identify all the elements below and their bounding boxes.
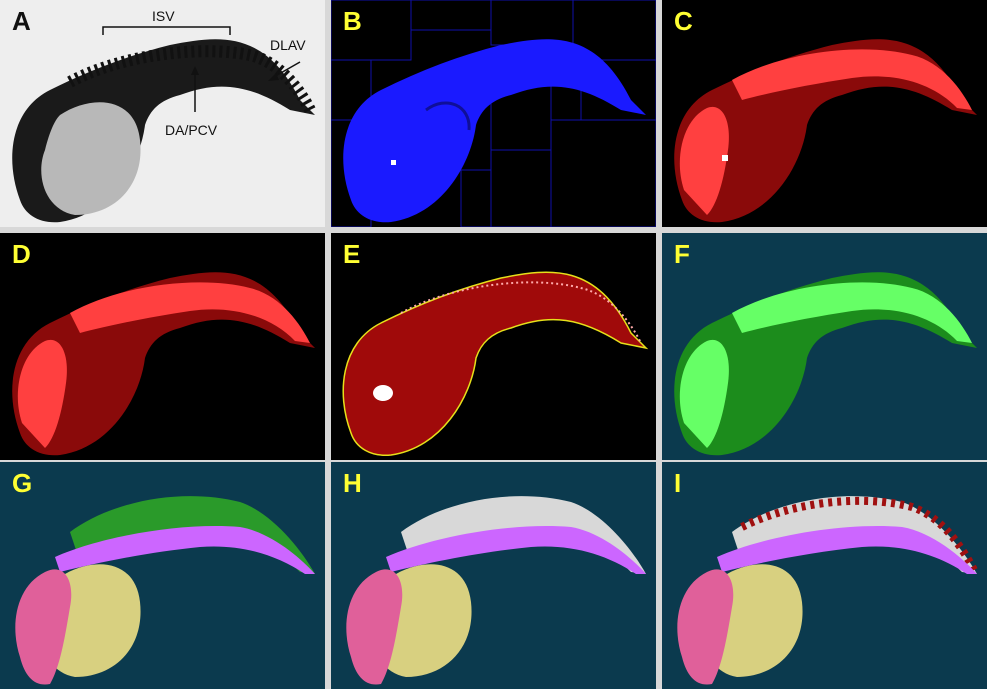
panel-f: F (662, 233, 987, 460)
isv-bracket (102, 26, 231, 35)
panel-e-label: E (343, 239, 361, 269)
isv-annotation: ISV (152, 8, 175, 24)
red-refined-image (12, 272, 315, 456)
panel-d: D (0, 233, 325, 460)
panel-h: H (331, 462, 656, 689)
panel-a-label: A (12, 6, 31, 36)
da-pcv-annotation: DA/PCV (165, 122, 218, 138)
region-labels-image (15, 496, 315, 685)
panel-i-label: I (674, 468, 682, 498)
embryo-fluorescence-image (12, 26, 316, 223)
panel-c-label: C (674, 6, 693, 36)
quadtree-mask-image (331, 0, 656, 227)
panel-e: E (331, 233, 656, 460)
panel-f-label: F (674, 239, 690, 269)
contour-overlay-image (342, 271, 647, 457)
green-segmentation-image (674, 272, 977, 456)
panel-c: C (662, 0, 987, 227)
panel-h-label: H (343, 468, 362, 498)
dlav-annotation: DLAV (270, 37, 306, 53)
panel-d-label: D (12, 239, 31, 269)
panel-i: I (662, 462, 987, 689)
panel-g: G (0, 462, 325, 689)
panel-b: B (331, 0, 656, 227)
red-segmentation-image (674, 39, 977, 223)
region-vessel-white-image (346, 496, 646, 685)
region-vessel-red-image (677, 496, 978, 685)
panel-a: A ISV DLAV DA/PCV (0, 0, 325, 227)
panel-b-label: B (343, 6, 362, 36)
panel-g-label: G (12, 468, 33, 498)
